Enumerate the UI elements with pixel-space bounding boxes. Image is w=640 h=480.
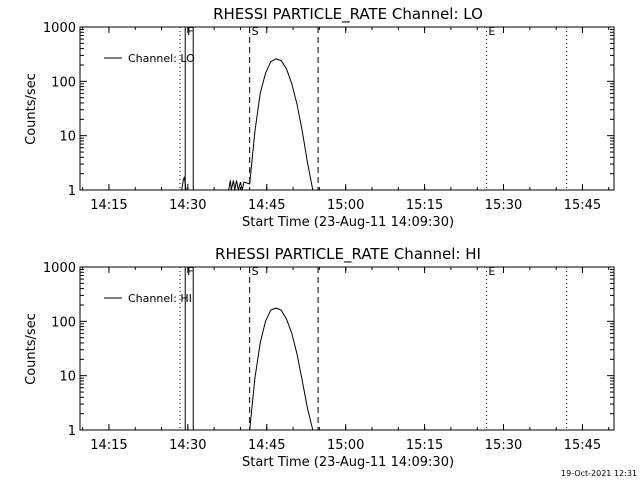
x-axis-label: Start Time (23-Aug-11 14:09:30) [242,215,454,230]
series-lines [249,307,314,431]
series-lines [181,58,314,191]
chart-title: RHESSI PARTICLE_RATE Channel: LO [213,5,483,24]
chart-panel-hi: RHESSI PARTICLE_RATE Channel: HI Start T… [24,245,615,470]
x-tick-label: 15:45 [564,198,601,213]
x-tick-label: 14:45 [248,438,285,453]
y-axis-ticks: 1 10 100 1000 [43,261,614,439]
plot-frame [79,26,615,191]
x-tick-label: 14:15 [90,198,127,213]
marker-label-e: E [488,265,495,278]
plot-frame [79,266,615,431]
legend: Channel: HI [104,292,192,305]
legend-label: Channel: LO [128,52,195,65]
y-tick-label: 1000 [43,261,76,276]
y-tick-label: 1 [68,424,76,439]
x-axis-label: Start Time (23-Aug-11 14:09:30) [242,455,454,470]
x-tick-label: 15:15 [406,438,443,453]
x-tick-label: 14:15 [90,438,127,453]
series-line-0 [249,307,314,431]
x-tick-label: 15:00 [327,438,364,453]
series-line-0 [181,58,314,191]
y-axis-label: Counts/sec [24,73,39,145]
x-tick-label: 14:30 [169,438,206,453]
x-tick-label: 14:45 [248,198,285,213]
y-tick-label: 1 [68,184,76,199]
legend: Channel: LO [104,52,195,65]
x-tick-label: 15:30 [485,198,522,213]
marker-label-f: F [187,25,193,38]
x-axis-ticks: 14:15 14:30 14:45 15:00 15:15 15:30 15:45 [82,27,610,213]
timestamp: 19-Oct-2021 12:31 [561,469,637,478]
x-tick-label: 14:30 [169,198,206,213]
chart-title: RHESSI PARTICLE_RATE Channel: HI [215,245,481,264]
x-tick-label: 15:30 [485,438,522,453]
x-axis-ticks: 14:15 14:30 14:45 15:00 15:15 15:30 15:45 [82,267,610,453]
y-tick-label: 100 [51,75,76,90]
chart-panel-lo: RHESSI PARTICLE_RATE Channel: LO Start T… [24,5,615,230]
legend-label: Channel: HI [128,292,192,305]
marker-label-s: S [252,265,259,278]
y-axis-ticks: 1 10 100 1000 [43,21,614,199]
y-tick-label: 10 [59,130,76,145]
x-tick-label: 15:15 [406,198,443,213]
x-tick-label: 15:45 [564,438,601,453]
y-axis-label: Counts/sec [24,313,39,385]
x-tick-label: 15:00 [327,198,364,213]
y-tick-label: 10 [59,370,76,385]
y-tick-label: 1000 [43,21,76,36]
y-tick-label: 100 [51,315,76,330]
marker-label-s: S [252,25,259,38]
marker-label-f: F [187,265,193,278]
marker-label-e: E [488,25,495,38]
